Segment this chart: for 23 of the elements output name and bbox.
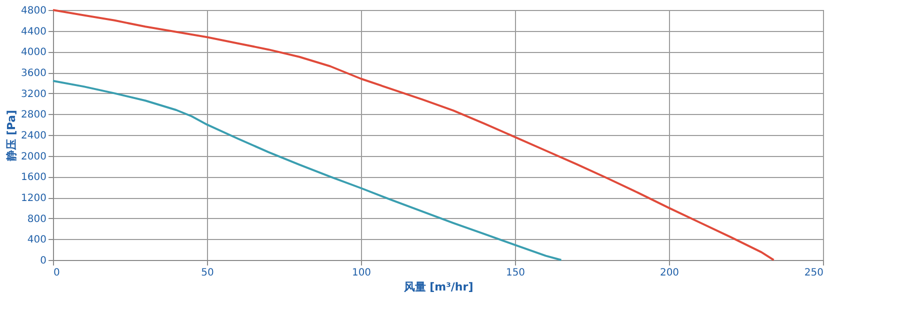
y-tick-label: 3200 (21, 88, 46, 100)
y-tick-label: 4400 (21, 26, 46, 38)
y-tick-label: 2000 (21, 151, 46, 162)
y-tick-label: 800 (27, 214, 46, 225)
y-tick-label: 400 (27, 234, 46, 246)
line-series (52, 80, 562, 261)
y-tick-label: 3600 (21, 68, 46, 79)
y-axis-title: 静压 [Pa] (5, 110, 18, 162)
x-tick-label: 200 (660, 268, 680, 278)
x-tick-label: 150 (506, 268, 526, 278)
y-tick-label: 1600 (21, 172, 46, 184)
y-tick-label: 2400 (21, 130, 46, 142)
y-tick-label: 4800 (21, 6, 46, 16)
x-tick-label: 0 (54, 268, 60, 278)
x-tick-label: 250 (804, 268, 824, 278)
y-tick-label: 4000 (21, 47, 46, 58)
y-tick-label: 0 (40, 256, 46, 266)
x-axis-title: 风量 [m³/hr] (402, 280, 474, 294)
x-tick-label: 100 (352, 268, 372, 278)
x-tick-label: 50 (201, 268, 214, 278)
line-series (52, 9, 775, 261)
y-tick-label: 2800 (21, 110, 46, 121)
y-tick-label: 1200 (21, 193, 46, 204)
